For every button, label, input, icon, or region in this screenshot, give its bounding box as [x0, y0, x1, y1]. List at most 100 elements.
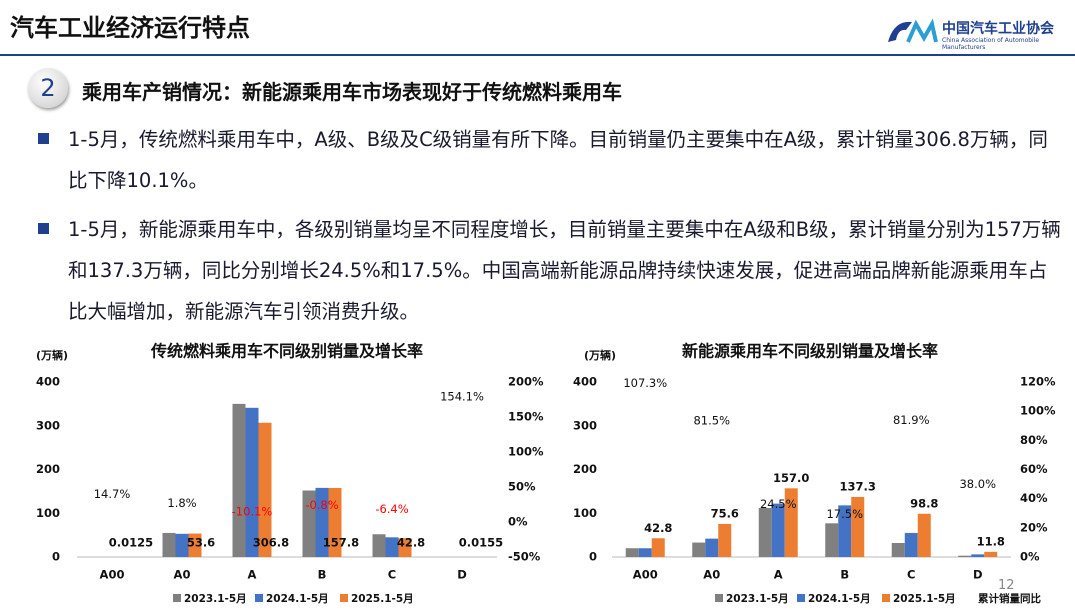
bar — [175, 533, 189, 557]
y-tick-label: 0 — [52, 550, 60, 564]
y-tick-label: 0 — [589, 550, 597, 564]
chart-title: 新能源乘用车不同级别销量及增长率 — [682, 342, 938, 361]
legend-swatch — [173, 594, 181, 602]
legend-label: 2024.1-5月 — [808, 593, 871, 605]
bar — [825, 523, 839, 557]
data-label: 0.0155 — [459, 536, 503, 550]
bar — [784, 488, 798, 557]
legend-swatch — [882, 594, 890, 602]
legend-label: 2023.1-5月 — [184, 593, 247, 605]
legend-label: 累计销量同比 — [978, 592, 1041, 605]
data-label: 42.8 — [397, 536, 425, 550]
y2-tick-label: 40% — [1020, 491, 1048, 505]
bar — [315, 487, 329, 557]
legend-label: 2023.1-5月 — [726, 593, 789, 605]
x-tick-label: A00 — [100, 568, 125, 582]
growth-label: 17.5% — [826, 507, 863, 521]
bar — [917, 513, 931, 557]
legend-swatch — [255, 594, 263, 602]
bar — [162, 532, 176, 557]
growth-label: 154.1% — [440, 390, 484, 404]
bar — [258, 422, 272, 557]
bar — [891, 543, 905, 557]
growth-label: 81.9% — [893, 413, 930, 427]
bullet-icon — [38, 133, 49, 144]
data-label: 11.8 — [977, 534, 1005, 548]
bar — [232, 403, 246, 557]
bar — [718, 523, 732, 557]
x-tick-label: A00 — [633, 568, 658, 582]
x-tick-label: D — [973, 568, 983, 582]
bar — [372, 534, 386, 557]
growth-label: 38.0% — [959, 477, 996, 491]
y2-tick-label: 100% — [508, 445, 544, 459]
chart-title: 传统燃料乘用车不同级别销量及增长率 — [150, 342, 423, 361]
bullet-icon — [38, 223, 49, 234]
bar — [245, 407, 259, 557]
legend-label: 2025.1-5月 — [351, 593, 414, 605]
bar — [692, 542, 706, 557]
bar — [398, 538, 412, 557]
y2-tick-label: 200% — [508, 375, 544, 389]
bar — [385, 537, 399, 557]
x-tick-label: A0 — [703, 568, 720, 582]
legend-label: 2025.1-5月 — [893, 593, 956, 605]
data-label: 42.8 — [644, 521, 672, 535]
x-tick-label: C — [388, 568, 396, 582]
bullet-text: 1-5月，传统燃料乘用车中，A级、B级及C级销量有所下降。目前销量仍主要集中在A… — [68, 128, 1048, 192]
data-label: 53.6 — [187, 536, 215, 550]
growth-label: 14.7% — [94, 487, 131, 501]
header-rule — [0, 54, 1075, 56]
y2-tick-label: 120% — [1020, 375, 1056, 389]
data-label: 157.0 — [773, 471, 809, 485]
bar — [328, 487, 342, 557]
x-tick-label: B — [840, 568, 849, 582]
data-label: 75.6 — [711, 506, 739, 520]
y-tick-label: 100 — [573, 506, 597, 520]
growth-label: -6.4% — [375, 502, 408, 516]
y-tick-label: 300 — [573, 418, 597, 432]
bar — [625, 548, 639, 557]
growth-label: -0.8% — [305, 498, 338, 512]
y-tick-label: 400 — [36, 375, 60, 389]
y2-tick-label: 0% — [508, 515, 528, 529]
legend-swatch — [715, 594, 723, 602]
x-tick-label: C — [907, 568, 915, 582]
bar — [651, 538, 665, 557]
data-label: 157.8 — [323, 536, 359, 550]
y2-tick-label: -50% — [508, 550, 541, 564]
y2-tick-label: 20% — [1020, 520, 1048, 534]
y-tick-label: 200 — [573, 462, 597, 476]
growth-label: -10.1% — [232, 505, 273, 519]
data-label: 98.8 — [910, 496, 938, 510]
y2-tick-label: 150% — [508, 410, 544, 424]
page-number: 12 — [998, 578, 1015, 593]
bar — [758, 508, 772, 557]
y-tick-label: 400 — [573, 375, 597, 389]
bar — [705, 538, 719, 557]
growth-label: 107.3% — [623, 376, 667, 390]
y-axis-label: (万辆) — [584, 348, 616, 362]
bar — [984, 551, 998, 557]
growth-label: 24.5% — [760, 497, 797, 511]
slide-title: 汽车工业经济运行特点 — [10, 14, 250, 42]
bar — [771, 503, 785, 557]
legend-label: 2024.1-5月 — [266, 593, 329, 605]
section-number: 2 — [28, 68, 68, 108]
bar — [851, 496, 865, 557]
bar — [958, 555, 972, 557]
bullet-text: 1-5月，新能源乘用车中，各级别销量均呈不同程度增长，目前销量主要集中在A级和B… — [68, 218, 1061, 323]
data-label: 306.8 — [253, 536, 289, 550]
y2-tick-label: 100% — [1020, 404, 1056, 418]
x-tick-label: A — [774, 568, 783, 582]
bar — [971, 554, 985, 557]
section-heading: 乘用车产销情况：新能源乘用车市场表现好于传统燃料乘用车 — [82, 80, 622, 104]
y2-tick-label: 50% — [508, 480, 536, 494]
x-tick-label: B — [318, 568, 327, 582]
x-tick-label: D — [457, 568, 467, 582]
bar — [638, 548, 652, 557]
bar — [188, 533, 202, 557]
legend-swatch — [340, 594, 348, 602]
